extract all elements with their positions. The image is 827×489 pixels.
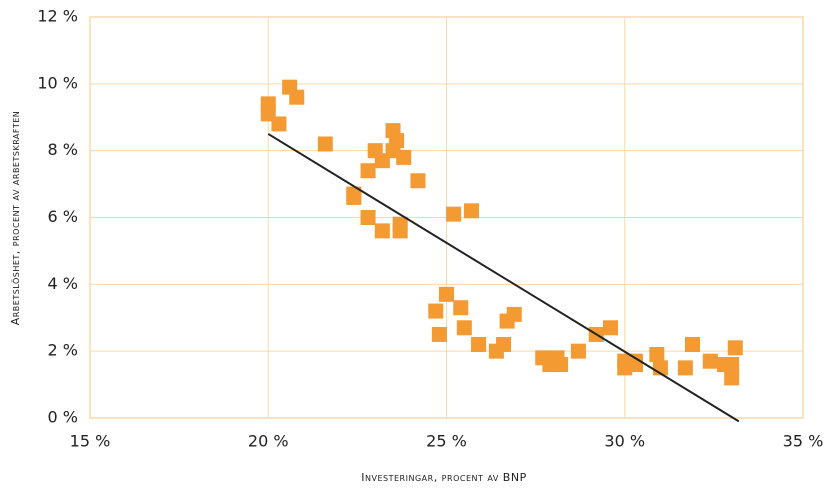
y-tick-label: 2 % [48,341,78,360]
y-tick-label: 10 % [37,73,78,92]
trendline [267,133,740,423]
point [392,223,408,239]
y-tick-label: 12 % [37,7,78,26]
y-tick-label: 0 % [48,408,78,427]
point [471,336,487,352]
y-tick-label: 4 % [48,274,78,293]
x-tick-label: 30 % [604,432,645,451]
point [456,320,472,336]
point [570,343,586,359]
y-axis-label: Arbetslöshet, procent av arbetskraften [9,111,22,326]
point [453,300,469,316]
point [410,173,426,189]
point [496,336,512,352]
point [724,370,740,386]
point [431,326,447,342]
point [506,306,522,322]
point [317,136,333,152]
point [602,320,618,336]
point [446,206,462,222]
x-tick-label: 35 % [783,432,824,451]
point [271,116,287,132]
point [428,303,444,319]
x-axis-label: Investeringar, procent av BNP [361,471,526,484]
y-tick-label: 8 % [48,140,78,159]
point [360,210,376,225]
point [727,340,743,356]
point [684,336,700,352]
point [553,357,569,373]
point [724,357,740,373]
point [677,360,693,376]
point [289,89,305,105]
x-tick-label: 15 % [70,432,111,451]
plot-border [89,16,804,419]
point [396,149,412,165]
x-tick-label: 20 % [248,432,289,451]
point [374,223,390,239]
point [702,353,718,369]
point [439,286,454,302]
point [389,133,405,149]
point [346,189,362,205]
y-tick-label: 6 % [48,207,78,226]
x-tick-label: 25 % [426,432,467,451]
point [360,163,376,179]
point [649,347,665,363]
point [463,203,479,219]
point [627,353,643,369]
